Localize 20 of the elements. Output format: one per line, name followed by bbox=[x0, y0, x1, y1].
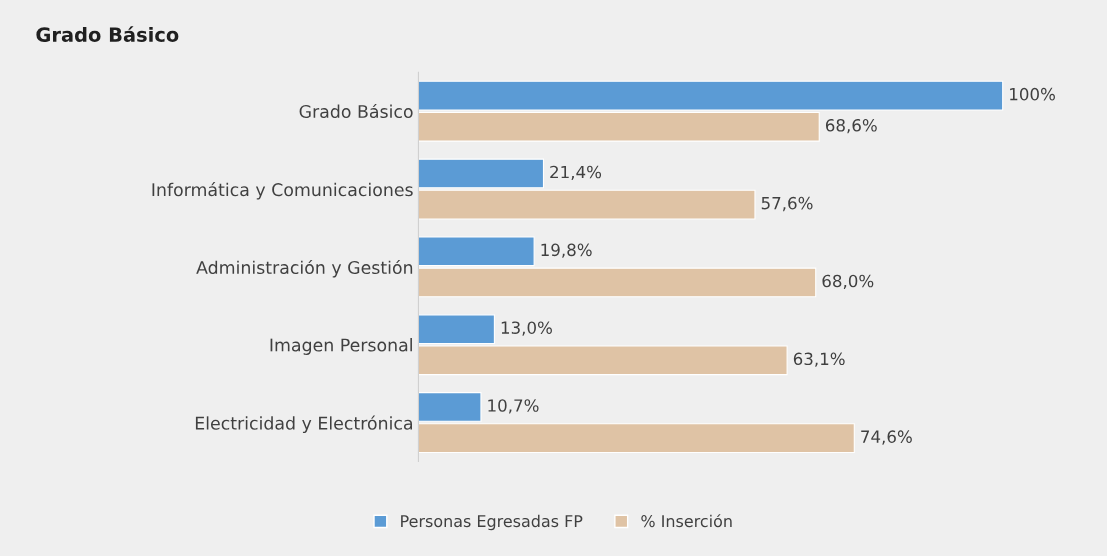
bar bbox=[418, 189, 756, 220]
data-label: 21,4% bbox=[550, 165, 602, 181]
data-label: 100% bbox=[1010, 87, 1055, 101]
data-label: 13,0% bbox=[501, 321, 552, 336]
data-label: 74,6% bbox=[861, 430, 912, 445]
y-tick-label: Administración y Gestión bbox=[196, 259, 413, 278]
legend-label: Personas Egresadas FP bbox=[401, 514, 583, 531]
bar bbox=[418, 158, 545, 189]
y-tick-label: Electricidad y Electrónica bbox=[195, 415, 412, 434]
text: Grado Básico bbox=[36, 26, 179, 42]
data-label: 63,1% bbox=[793, 352, 845, 367]
y-tick-label: Informática y Comunicaciones bbox=[152, 182, 413, 200]
y-tick-label: Imagen Personal bbox=[270, 338, 412, 355]
data-label: 10,7% bbox=[488, 399, 539, 414]
data-label: 68,6% bbox=[825, 119, 877, 134]
legend-label: % Inserción bbox=[641, 514, 732, 528]
y-tick-label: Grado Básico bbox=[299, 103, 413, 119]
data-label: 68,0% bbox=[822, 274, 874, 289]
data-label: 57,6% bbox=[761, 196, 813, 212]
data-label: 19,8% bbox=[541, 243, 592, 258]
